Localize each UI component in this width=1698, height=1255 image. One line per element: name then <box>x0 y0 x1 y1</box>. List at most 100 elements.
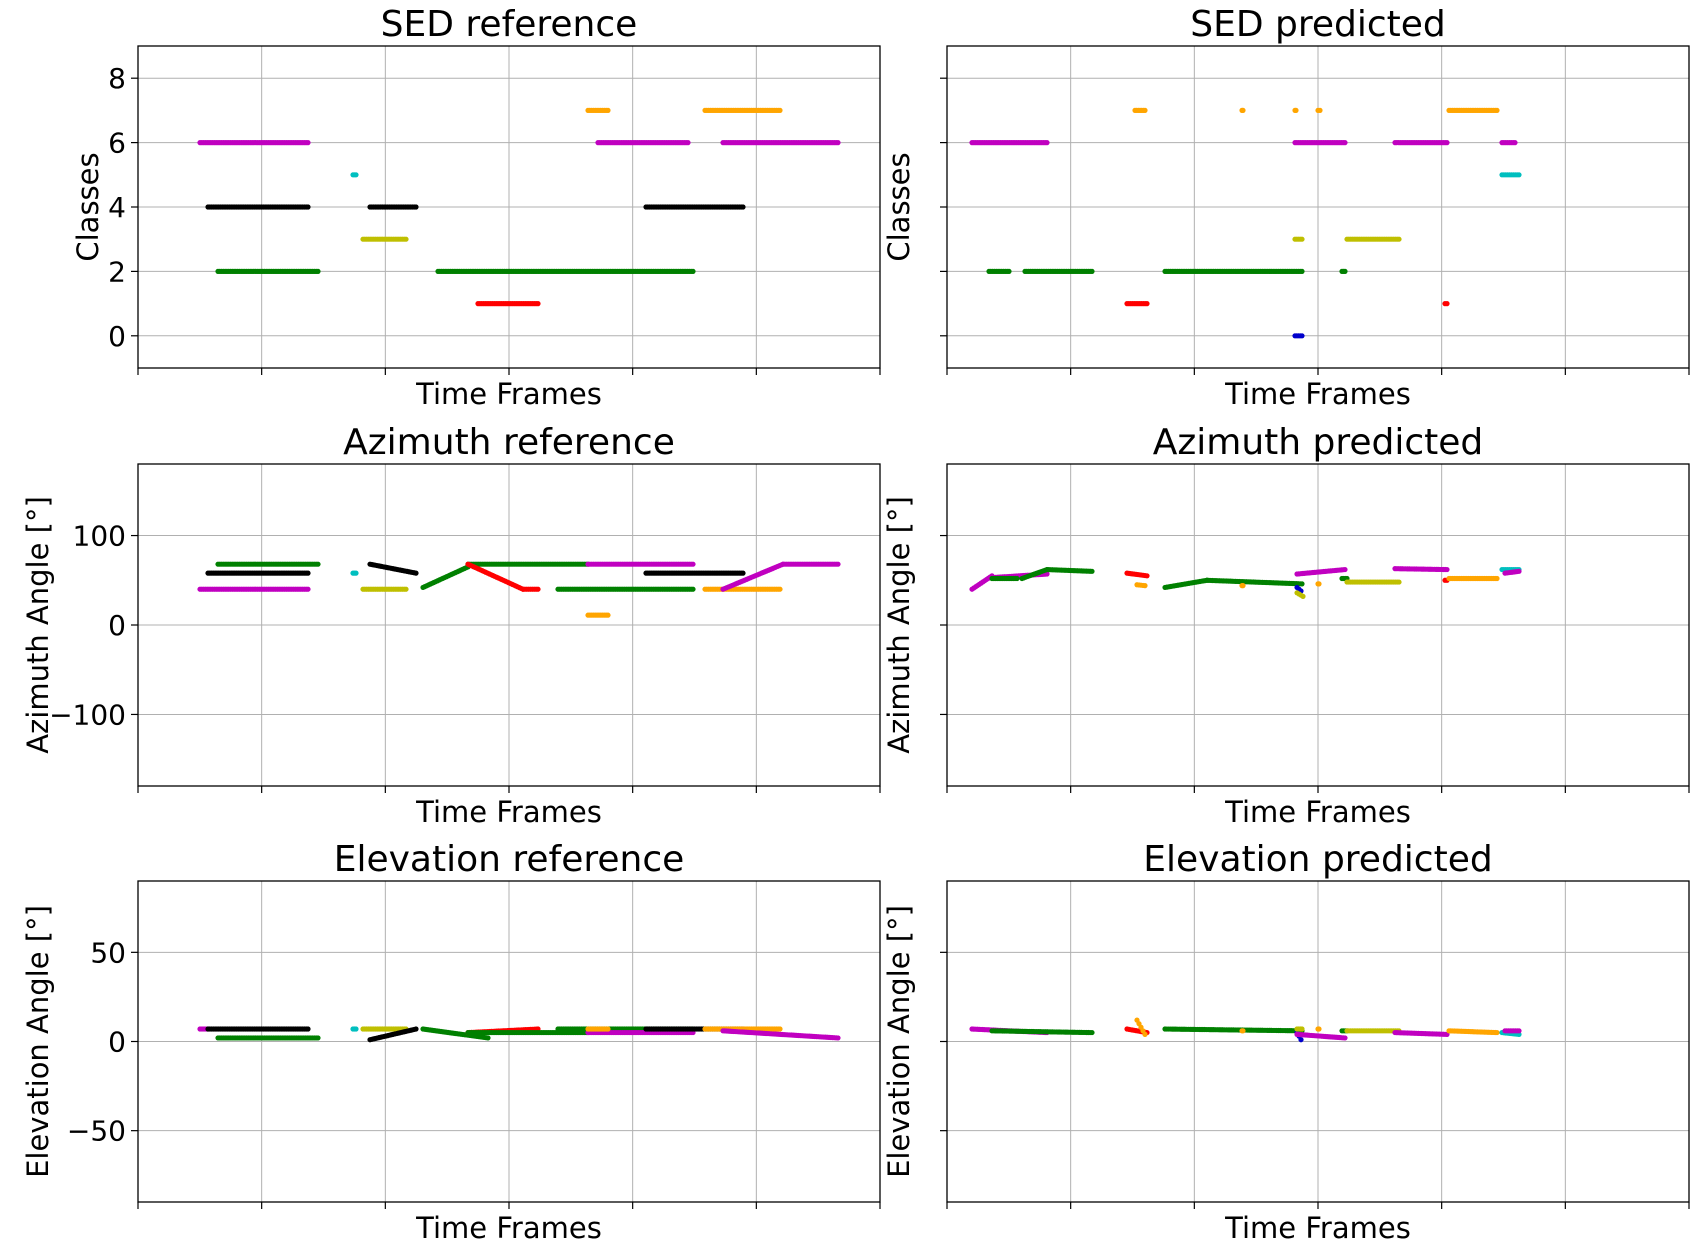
data-point <box>315 1035 321 1041</box>
data-point <box>1342 268 1348 274</box>
data-point <box>1142 107 1148 113</box>
y-axis-label: Azimuth Angle [°] <box>882 496 916 754</box>
subplot-5: −50 0 50 Elevation reference Time Frames Elev… <box>21 839 881 1245</box>
data-point <box>1444 566 1450 573</box>
data-point <box>777 107 783 113</box>
y-axis-label: Azimuth Angle [°] <box>21 496 55 754</box>
y-tick-label: −100 <box>49 698 126 731</box>
y-tick-label: 50 <box>90 936 126 969</box>
data-point <box>1240 583 1246 589</box>
y-tick-label: 0 <box>108 609 126 642</box>
data-series <box>197 561 841 618</box>
subplot-title: Elevation predicted <box>1143 839 1492 880</box>
data-point <box>305 140 311 146</box>
data-point <box>1298 1037 1304 1043</box>
data-point <box>1142 1031 1148 1037</box>
plot-frame <box>946 463 1690 787</box>
data-point <box>1240 1028 1246 1034</box>
x-axis-label: Time Frames <box>1224 377 1411 411</box>
data-point <box>413 204 419 210</box>
data-point <box>1494 1029 1500 1036</box>
data-point <box>777 586 783 592</box>
data-point <box>1317 107 1323 113</box>
x-axis-label: Time Frames <box>415 377 602 411</box>
data-point <box>1299 333 1305 339</box>
data-point <box>305 1026 311 1032</box>
data-point <box>535 586 541 592</box>
data-point <box>353 570 359 576</box>
y-tick-label: 2 <box>108 255 126 288</box>
data-point <box>1300 593 1306 599</box>
data-point <box>1299 581 1305 587</box>
subplot-title: SED predicted <box>1190 4 1446 45</box>
data-point <box>1316 1026 1322 1032</box>
plot-frame <box>137 463 881 787</box>
data-point <box>1316 581 1322 587</box>
data-point <box>1089 268 1095 274</box>
data-series <box>969 1017 1522 1043</box>
y-tick-label: 4 <box>108 191 126 224</box>
data-series <box>197 107 841 307</box>
y-tick-label: 0 <box>108 1026 126 1059</box>
data-point <box>1089 1029 1095 1036</box>
data-point <box>315 561 321 567</box>
data-point <box>605 612 611 618</box>
data-point <box>1512 140 1518 146</box>
data-series <box>969 107 1522 339</box>
data-point <box>1396 579 1402 585</box>
data-point <box>1342 1035 1348 1041</box>
y-axis-label: Classes <box>71 152 105 261</box>
y-tick-label: −50 <box>67 1115 126 1148</box>
subplot-3: −100 0 100 Azimuth reference Time Frames Azim… <box>21 422 881 829</box>
data-point <box>1299 268 1305 274</box>
grid <box>138 464 880 786</box>
data-point <box>1142 583 1148 589</box>
data-point <box>1014 575 1020 582</box>
x-axis-label: Time Frames <box>415 1211 602 1245</box>
data-point <box>777 1026 783 1032</box>
subplot-1: 0 2 4 6 8 SED reference Time Frames Classes <box>71 4 881 411</box>
data-point <box>315 268 321 274</box>
data-point <box>1494 107 1500 113</box>
data-point <box>1044 140 1050 146</box>
subplot-title: Azimuth predicted <box>1153 422 1484 463</box>
subplot-title: Elevation reference <box>334 839 685 880</box>
data-series <box>969 566 1522 599</box>
data-point <box>835 1035 841 1041</box>
data-point <box>1089 568 1095 574</box>
data-point <box>690 586 696 592</box>
y-tick-label: 0 <box>108 320 126 353</box>
x-axis-label: Time Frames <box>1224 795 1411 829</box>
data-point <box>1516 1028 1522 1034</box>
data-point <box>1293 107 1299 113</box>
subplot-title: SED reference <box>381 4 638 45</box>
data-point <box>413 1026 419 1032</box>
data-point <box>1299 236 1305 242</box>
y-axis-label: Elevation Angle [°] <box>882 905 916 1178</box>
grid <box>947 46 1689 368</box>
data-point <box>690 268 696 274</box>
data-point <box>1494 575 1500 582</box>
subplot-6: Elevation predicted Time Frames Elevation … <box>882 839 1690 1245</box>
data-point <box>740 570 746 576</box>
data-point <box>305 586 311 592</box>
grid <box>947 464 1689 786</box>
subplot-title: Azimuth reference <box>343 422 675 463</box>
data-point <box>1299 1026 1305 1032</box>
grid <box>947 881 1689 1202</box>
y-tick-label: 100 <box>73 520 126 553</box>
y-tick-label: 6 <box>108 127 126 160</box>
plot-frame <box>137 45 881 369</box>
data-point <box>1342 566 1348 573</box>
data-point <box>605 107 611 113</box>
data-point <box>403 236 409 242</box>
data-point <box>605 1026 611 1032</box>
data-point <box>353 1026 359 1032</box>
data-point <box>1144 301 1150 307</box>
data-point <box>835 561 841 567</box>
data-point <box>305 204 311 210</box>
x-axis-label: Time Frames <box>415 795 602 829</box>
y-axis-label: Classes <box>882 152 916 261</box>
data-point <box>1444 140 1450 146</box>
